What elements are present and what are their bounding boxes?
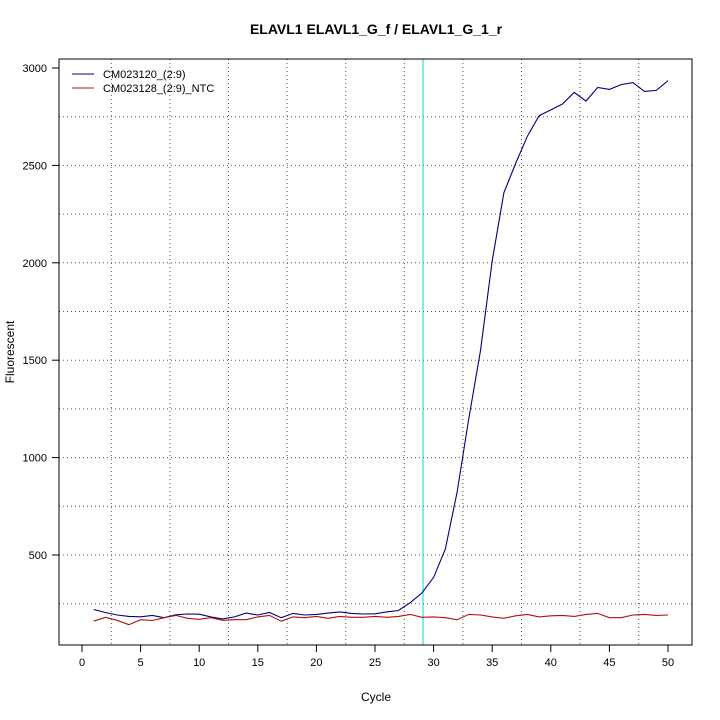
- x-tick-label: 35: [486, 657, 498, 669]
- y-tick-label: 3000: [23, 63, 47, 75]
- y-tick-label: 2000: [23, 258, 47, 270]
- grid: [59, 59, 692, 645]
- x-tick-label: 50: [662, 657, 674, 669]
- x-tick-label: 0: [79, 657, 85, 669]
- legend-label-2: CM023128_(2:9)_NTC: [103, 83, 214, 95]
- y-tick-label: 2500: [23, 160, 47, 172]
- legend-label-1: CM023120_(2:9): [103, 69, 186, 81]
- series-layer: [93, 80, 669, 626]
- y-axis: 500 1000 1500 2000 2500 3000: [23, 63, 59, 562]
- y-axis-label: Fluorescent: [3, 320, 17, 383]
- chart-title: ELAVL1 ELAVL1_G_f / ELAVL1_G_1_r: [250, 21, 503, 37]
- x-tick-label: 5: [138, 657, 144, 669]
- series-line-1: [93, 80, 669, 620]
- x-tick-label: 40: [545, 657, 557, 669]
- x-tick-label: 20: [310, 657, 322, 669]
- x-axis-label: Cycle: [361, 690, 391, 704]
- x-axis: 0 5 10 15 20 25 30 35 40 45 50: [79, 645, 674, 669]
- x-tick-label: 25: [369, 657, 381, 669]
- y-tick-label: 500: [29, 550, 47, 562]
- y-tick-label: 1000: [23, 453, 47, 465]
- x-tick-label: 10: [193, 657, 205, 669]
- y-tick-label: 1500: [23, 355, 47, 367]
- legend: CM023120_(2:9) CM023128_(2:9)_NTC: [72, 69, 214, 95]
- plot-area: [58, 58, 693, 646]
- x-tick-label: 15: [252, 657, 264, 669]
- x-tick-label: 45: [603, 657, 615, 669]
- x-tick-label: 30: [427, 657, 439, 669]
- series-line-2: [93, 612, 669, 626]
